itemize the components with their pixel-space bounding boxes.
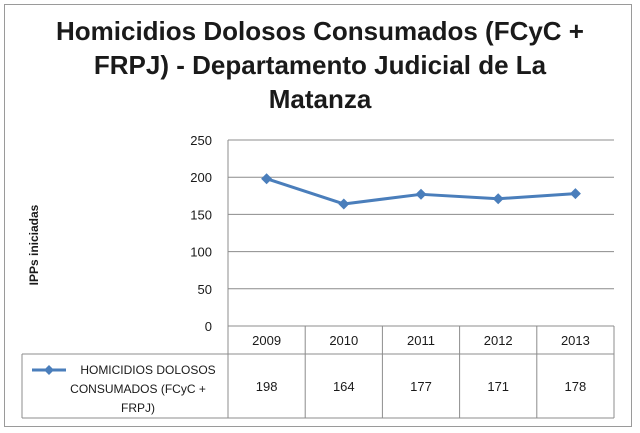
x-tick-label: 2013 [561,333,590,348]
y-axis-label: IPPs iniciadas [27,204,41,285]
x-tick-label: 2009 [252,333,281,348]
y-tick-label: 50 [198,282,212,297]
y-tick-label: 250 [190,133,212,148]
data-point-marker [338,198,350,210]
data-point-marker [261,173,273,185]
y-tick-label: 200 [190,170,212,185]
table-value: 178 [565,379,587,394]
x-tick-label: 2012 [484,333,513,348]
y-tick-label: 150 [190,207,212,222]
x-tick-label: 2010 [329,333,358,348]
table-value: 198 [256,379,278,394]
data-point-marker [415,188,427,200]
legend-marker-key [44,365,54,375]
table-value: 171 [487,379,509,394]
data-point-marker [569,188,581,200]
legend-series-name-line: HOMICIDIOS DOLOSOS [80,363,215,377]
table-value: 164 [333,379,355,394]
y-tick-label: 0 [205,319,212,334]
legend-series-name: HOMICIDIOS DOLOSOS CONSUMADOS (FCyC + FRPJ… [70,363,216,415]
x-tick-label: 2011 [407,333,435,348]
chart-title: Homicidios Dolosos Consumados (FCyC + FR… [55,16,584,114]
legend-series-name-line: FRPJ) [121,401,155,415]
table-value: 177 [410,379,432,394]
data-point-marker [492,193,504,205]
legend-series-name-line: CONSUMADOS (FCyC + [70,382,206,396]
y-tick-label: 100 [190,245,212,260]
chart-frame [4,4,632,427]
